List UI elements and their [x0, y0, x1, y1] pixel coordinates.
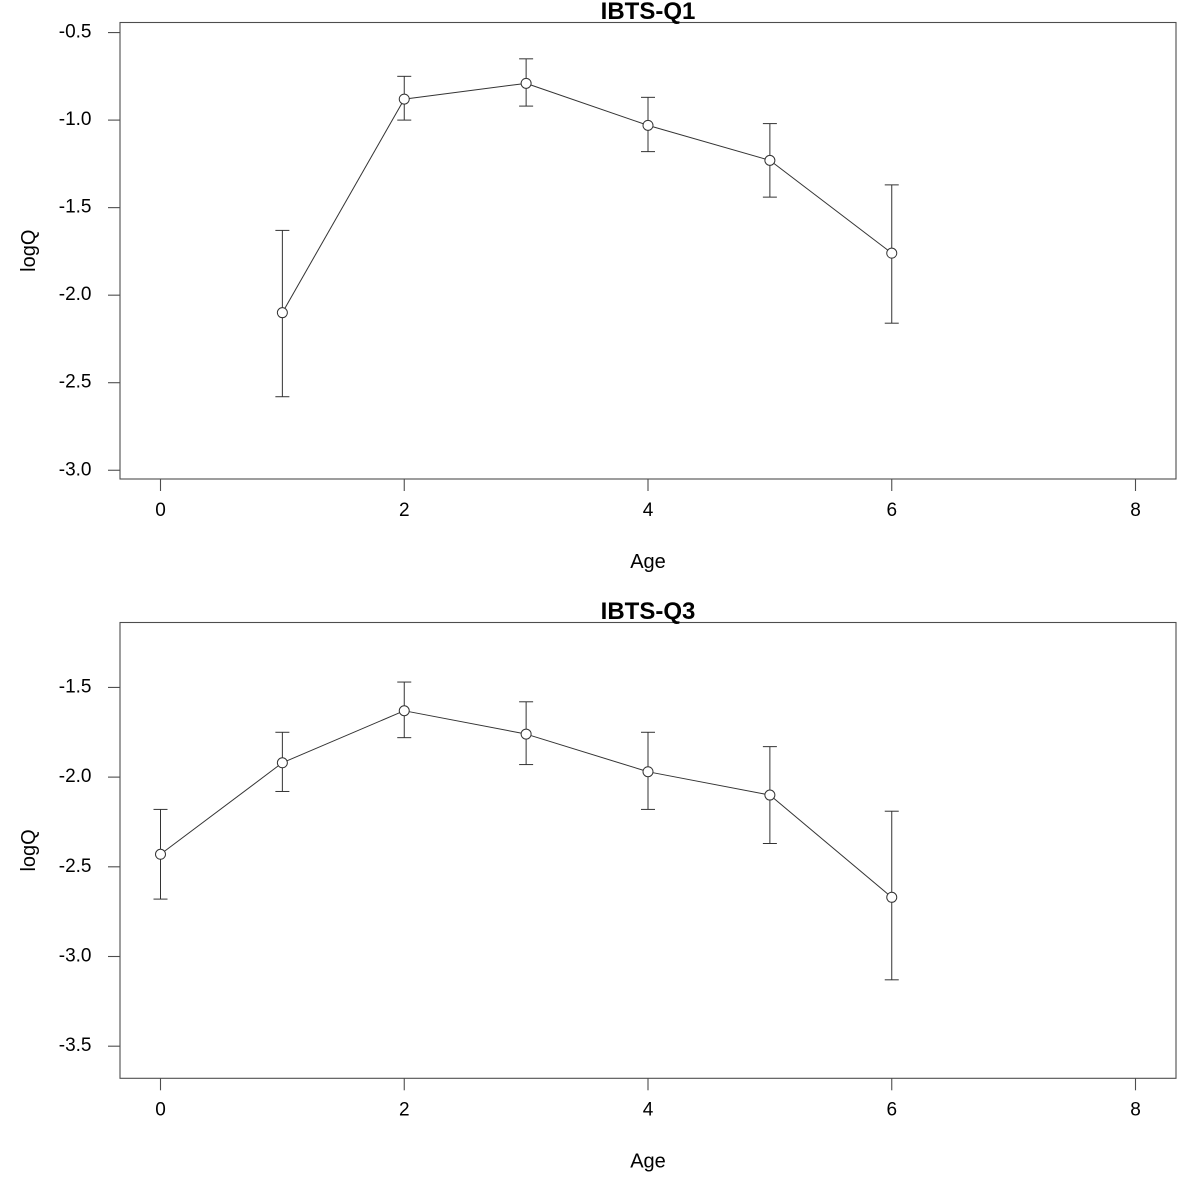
svg-text:4: 4 [643, 1099, 654, 1120]
svg-text:-1.5: -1.5 [59, 197, 92, 218]
svg-text:Age: Age [630, 551, 666, 573]
svg-text:0: 0 [155, 1099, 166, 1120]
svg-text:logQ: logQ [18, 230, 40, 272]
svg-text:2: 2 [399, 500, 410, 521]
svg-text:Age: Age [630, 1150, 666, 1172]
svg-text:-1.5: -1.5 [59, 676, 92, 697]
svg-text:-2.0: -2.0 [59, 766, 92, 787]
svg-text:8: 8 [1130, 1099, 1141, 1120]
svg-text:-0.5: -0.5 [59, 22, 92, 43]
svg-text:-3.0: -3.0 [59, 946, 92, 967]
svg-text:6: 6 [886, 1099, 897, 1120]
svg-text:-2.5: -2.5 [59, 372, 92, 393]
svg-text:-3.0: -3.0 [59, 459, 92, 480]
svg-text:8: 8 [1130, 500, 1141, 521]
svg-text:-3.5: -3.5 [59, 1035, 92, 1056]
svg-text:-1.0: -1.0 [59, 109, 92, 130]
svg-text:logQ: logQ [18, 829, 40, 871]
svg-text:-2.0: -2.0 [59, 284, 92, 305]
svg-text:IBTS-Q3: IBTS-Q3 [601, 598, 696, 625]
svg-text:0: 0 [155, 500, 166, 521]
svg-text:-2.5: -2.5 [59, 856, 92, 877]
svg-text:4: 4 [643, 500, 654, 521]
svg-text:2: 2 [399, 1099, 410, 1120]
svg-text:6: 6 [886, 500, 897, 521]
svg-text:IBTS-Q1: IBTS-Q1 [601, 0, 696, 25]
